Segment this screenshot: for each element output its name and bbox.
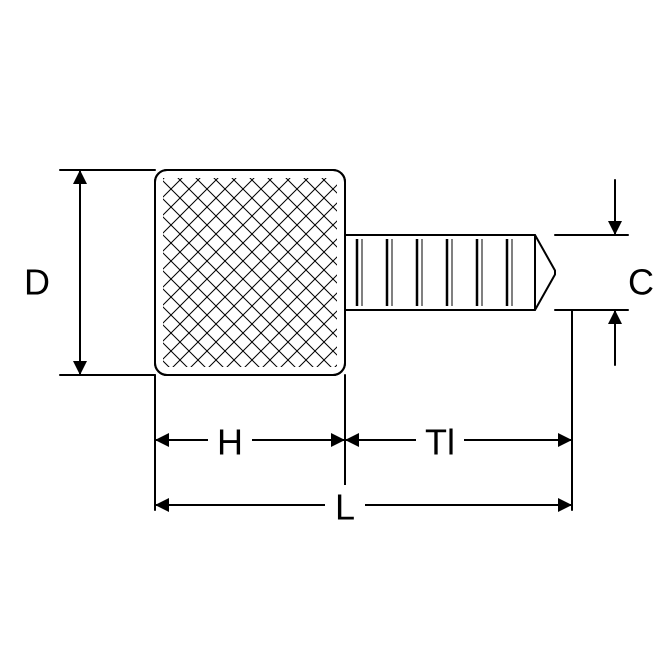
dimension-label-l: L	[335, 487, 355, 528]
dimension-label-c: C	[628, 262, 654, 303]
dimension-label-tl: Tl	[425, 422, 455, 463]
dimension-label-h: H	[217, 422, 243, 463]
dimension-label-d: D	[24, 262, 50, 303]
thumb-screw-diagram: D C H Tl L	[0, 0, 671, 670]
